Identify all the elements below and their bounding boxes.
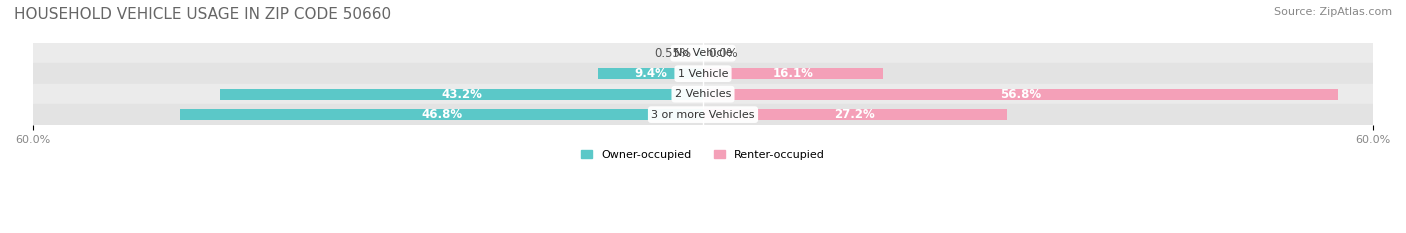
- Bar: [598, 68, 703, 79]
- Text: 3 or more Vehicles: 3 or more Vehicles: [651, 110, 755, 120]
- Bar: [703, 89, 1337, 100]
- Text: 16.1%: 16.1%: [772, 67, 814, 80]
- Bar: [32, 104, 1374, 125]
- Bar: [32, 63, 1374, 84]
- Text: Source: ZipAtlas.com: Source: ZipAtlas.com: [1274, 7, 1392, 17]
- Bar: [221, 89, 703, 100]
- Text: 27.2%: 27.2%: [835, 108, 876, 121]
- Bar: [32, 43, 1374, 63]
- Text: 56.8%: 56.8%: [1000, 88, 1040, 101]
- Text: HOUSEHOLD VEHICLE USAGE IN ZIP CODE 50660: HOUSEHOLD VEHICLE USAGE IN ZIP CODE 5066…: [14, 7, 391, 22]
- Bar: [697, 48, 703, 59]
- Text: 43.2%: 43.2%: [441, 88, 482, 101]
- Text: 1 Vehicle: 1 Vehicle: [678, 69, 728, 79]
- Text: 2 Vehicles: 2 Vehicles: [675, 89, 731, 99]
- Text: No Vehicle: No Vehicle: [673, 48, 733, 58]
- Text: 0.0%: 0.0%: [709, 47, 738, 60]
- Bar: [703, 109, 1007, 120]
- Legend: Owner-occupied, Renter-occupied: Owner-occupied, Renter-occupied: [576, 145, 830, 164]
- Text: 46.8%: 46.8%: [420, 108, 463, 121]
- Bar: [703, 68, 883, 79]
- Text: 0.55%: 0.55%: [654, 47, 692, 60]
- Bar: [180, 109, 703, 120]
- Bar: [32, 84, 1374, 104]
- Text: 9.4%: 9.4%: [634, 67, 666, 80]
